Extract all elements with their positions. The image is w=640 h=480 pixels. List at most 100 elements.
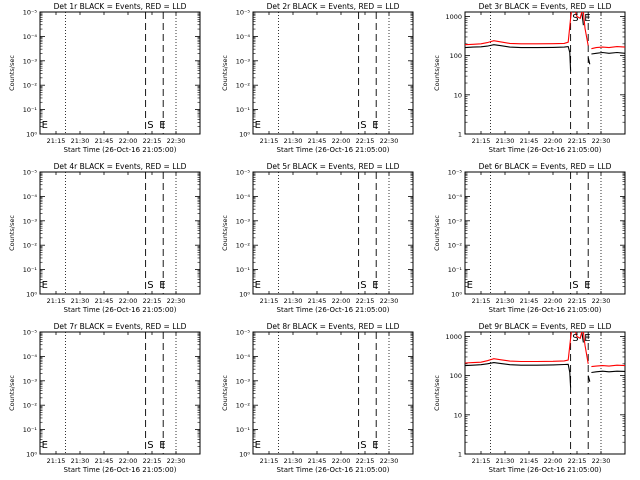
x-tick-label: 22:30 xyxy=(592,137,611,145)
x-tick-label: 22:15 xyxy=(143,457,162,465)
y-tick-label: 10⁻² xyxy=(23,402,38,410)
y-tick-label: 10⁻⁵ xyxy=(236,9,251,17)
y-tick-label: 10⁻² xyxy=(23,242,38,250)
panel-title: Det 2r BLACK = Events, RED = LLD xyxy=(267,2,400,11)
marker-E-left: E xyxy=(255,120,261,131)
x-tick-label: 21:45 xyxy=(308,137,327,145)
y-tick-label: 10⁻⁵ xyxy=(23,9,38,17)
x-tick-label: 22:30 xyxy=(592,457,611,465)
y-tick-label: 10⁰ xyxy=(26,131,37,139)
marker-E-left: E xyxy=(42,280,48,291)
marker-E: E xyxy=(584,333,590,344)
events-series-line xyxy=(587,57,591,65)
plot-frame xyxy=(39,171,201,295)
x-tick-label: 21:30 xyxy=(284,457,303,465)
y-tick-label: 10⁰ xyxy=(26,451,37,459)
events-series-line xyxy=(464,362,572,388)
events-series-line xyxy=(581,11,584,26)
lld-series-line xyxy=(464,331,572,364)
y-tick-label: 10⁻⁵ xyxy=(23,329,38,337)
x-tick-label: 22:00 xyxy=(544,297,563,305)
y-axis-label: Counts/sec xyxy=(433,215,441,251)
y-tick-label: 10⁻³ xyxy=(23,377,38,385)
y-axis-label: Counts/sec xyxy=(221,375,229,411)
panel-det-9r: Det 9r BLACK = Events, RED = LLD 21:15 21:… xyxy=(433,322,626,474)
y-tick-label: 10⁰ xyxy=(239,291,250,299)
x-tick-label: 22:15 xyxy=(356,457,375,465)
plot-frame xyxy=(464,171,626,295)
x-tick-label: 22:00 xyxy=(332,297,351,305)
x-tick-label: 21:30 xyxy=(284,137,303,145)
x-tick-label: 21:45 xyxy=(308,297,327,305)
x-tick-label: 22:15 xyxy=(356,297,375,305)
marker-S: S xyxy=(147,280,153,291)
plot-frame xyxy=(464,11,626,135)
y-axis-label: Counts/sec xyxy=(433,375,441,411)
events-series-line xyxy=(591,51,626,55)
panel-title: Det 4r BLACK = Events, RED = LLD xyxy=(54,162,187,171)
x-tick-label: 22:00 xyxy=(544,457,563,465)
marker-E-left: E xyxy=(42,120,48,131)
marker-E: E xyxy=(159,120,165,131)
y-tick-label: 10⁰ xyxy=(239,131,250,139)
x-tick-label: 21:15 xyxy=(260,137,279,145)
y-tick-label: 10⁻⁴ xyxy=(23,193,38,201)
y-axis-label: Counts/sec xyxy=(8,215,16,251)
marker-S: S xyxy=(572,280,578,291)
x-tick-label: 21:15 xyxy=(472,297,491,305)
y-tick-label: 10⁻⁴ xyxy=(236,33,251,41)
lld-series-line xyxy=(582,331,589,364)
y-tick-label: 10⁻⁴ xyxy=(236,193,251,201)
x-tick-label: 21:30 xyxy=(71,457,90,465)
x-tick-label: 22:30 xyxy=(380,297,399,305)
y-tick-label: 10⁻³ xyxy=(448,217,463,225)
marker-E: E xyxy=(372,440,378,451)
panel-title: Det 1r BLACK = Events, RED = LLD xyxy=(54,2,187,11)
y-axis-label: Counts/sec xyxy=(433,55,441,91)
panel-title: Det 6r BLACK = Events, RED = LLD xyxy=(479,162,612,171)
events-series-line xyxy=(581,331,584,343)
y-tick-label: 10⁻² xyxy=(236,402,251,410)
y-tick-label: 1 xyxy=(458,451,462,459)
marker-S: S xyxy=(147,440,153,451)
marker-E-left: E xyxy=(255,280,261,291)
x-axis-label: Start Time (26-Oct-16 21:05:00) xyxy=(489,306,602,314)
x-tick-label: 21:15 xyxy=(47,297,66,305)
x-tick-label: 21:15 xyxy=(472,457,491,465)
y-tick-label: 10 xyxy=(454,91,462,99)
x-tick-label: 21:30 xyxy=(496,297,515,305)
x-tick-label: 21:45 xyxy=(520,137,539,145)
events-series-line xyxy=(591,370,626,374)
y-tick-label: 10⁰ xyxy=(239,451,250,459)
marker-E: E xyxy=(372,120,378,131)
lld-series-line xyxy=(591,46,626,50)
x-tick-label: 22:30 xyxy=(380,137,399,145)
y-tick-label: 10⁻¹ xyxy=(23,106,38,114)
panel-det-3r: Det 3r BLACK = Events, RED = LLD 21:15 21:… xyxy=(433,2,626,154)
y-tick-label: 10⁻⁴ xyxy=(23,353,38,361)
x-tick-label: 22:30 xyxy=(592,297,611,305)
x-tick-label: 21:30 xyxy=(284,297,303,305)
panel-det-5r: Det 5r BLACK = Events, RED = LLD 21:15 21:… xyxy=(221,162,414,314)
y-tick-label: 10 xyxy=(454,411,462,419)
panel-det-7r: Det 7r BLACK = Events, RED = LLD 21:15 21:… xyxy=(8,322,201,474)
x-tick-label: 22:00 xyxy=(119,137,138,145)
y-tick-label: 10⁻³ xyxy=(236,377,251,385)
panel-det-2r: Det 2r BLACK = Events, RED = LLD 21:15 21:… xyxy=(221,2,414,154)
y-axis-label: Counts/sec xyxy=(8,55,16,91)
x-tick-label: 21:30 xyxy=(496,137,515,145)
x-tick-label: 22:15 xyxy=(568,137,587,145)
x-tick-label: 22:15 xyxy=(568,457,587,465)
plot-frame xyxy=(252,11,414,135)
x-tick-label: 22:00 xyxy=(332,457,351,465)
x-tick-label: 22:00 xyxy=(119,297,138,305)
x-axis-label: Start Time (26-Oct-16 21:05:00) xyxy=(277,466,390,474)
y-tick-label: 10⁻² xyxy=(23,82,38,90)
x-tick-label: 21:45 xyxy=(520,457,539,465)
panel-title: Det 5r BLACK = Events, RED = LLD xyxy=(267,162,400,171)
x-tick-label: 21:15 xyxy=(260,457,279,465)
x-tick-label: 21:45 xyxy=(308,457,327,465)
x-tick-label: 22:15 xyxy=(143,137,162,145)
y-tick-label: 10⁻¹ xyxy=(236,426,251,434)
